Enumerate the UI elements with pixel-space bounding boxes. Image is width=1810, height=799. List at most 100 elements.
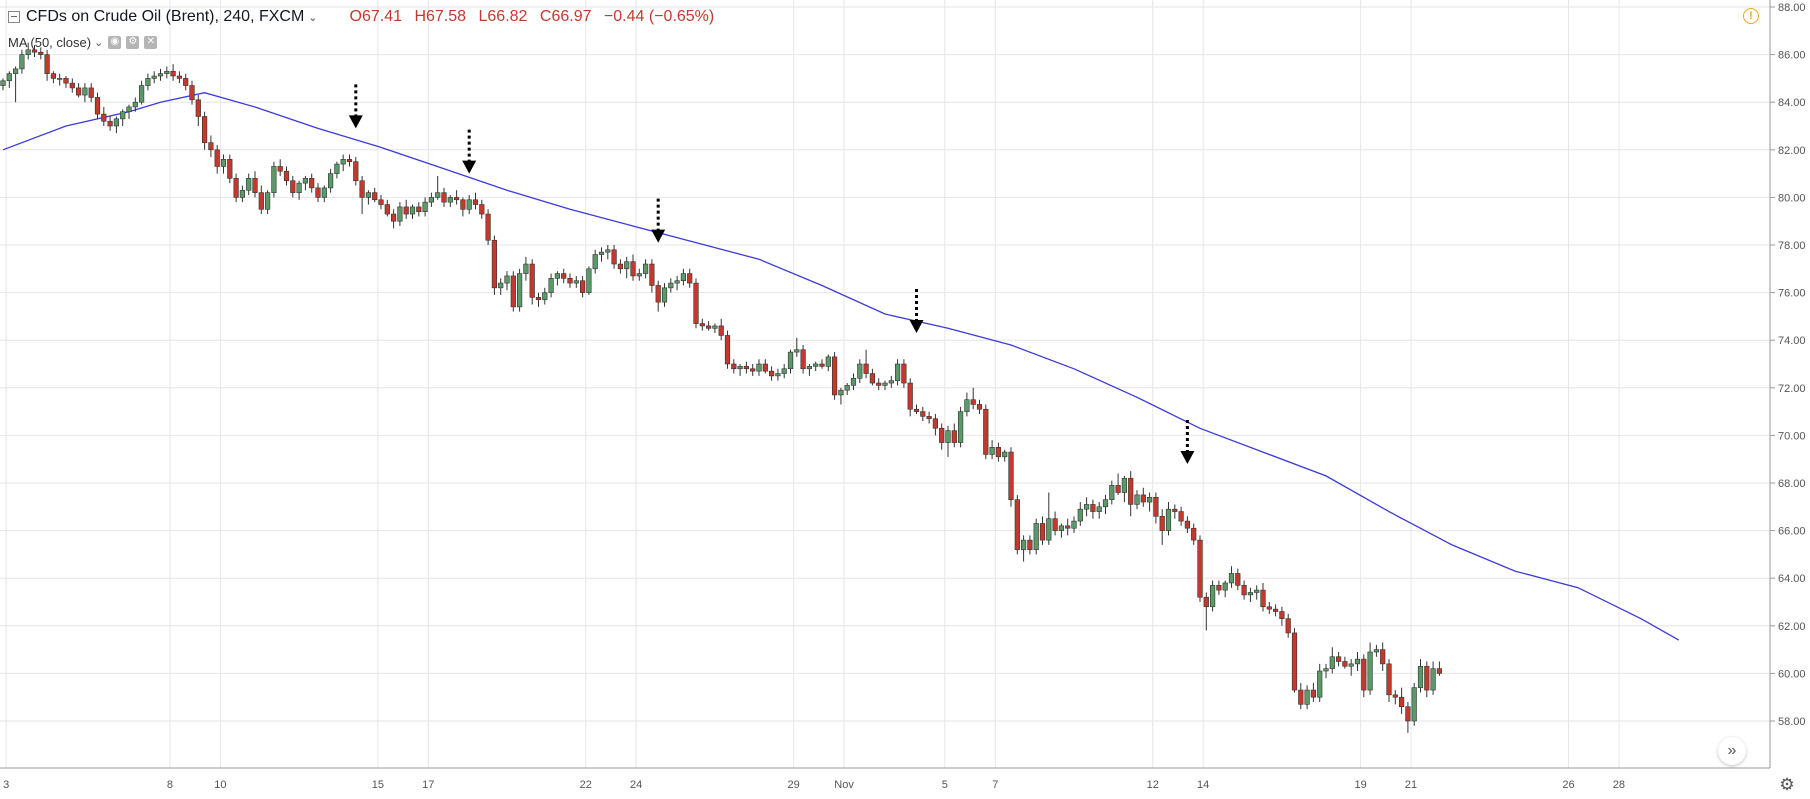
- down-candle: [290, 175, 296, 198]
- x-tick-label: 8: [167, 779, 173, 791]
- up-candle: [1323, 663, 1329, 679]
- down-candle: [233, 173, 239, 203]
- up-candle: [737, 364, 743, 376]
- candle-body: [57, 78, 63, 80]
- up-candle: [548, 273, 554, 298]
- down-candle: [655, 280, 661, 312]
- candle-body: [1380, 649, 1386, 665]
- candle-body: [1399, 696, 1405, 708]
- candle-body: [561, 273, 567, 279]
- candle-body: [346, 159, 353, 163]
- up-candle: [516, 268, 523, 312]
- up-candle: [661, 283, 668, 307]
- up-candle: [1228, 566, 1235, 588]
- down-candle: [1235, 568, 1241, 591]
- candle-body: [869, 373, 875, 384]
- candle-body: [31, 49, 38, 53]
- candle-body: [327, 173, 334, 189]
- candle-body: [945, 430, 951, 443]
- candle-body: [1348, 663, 1354, 667]
- candle-body: [592, 254, 598, 270]
- close-icon[interactable]: ✕: [144, 35, 158, 49]
- warning-icon[interactable]: !: [1743, 8, 1759, 24]
- candle-body: [617, 263, 623, 270]
- up-candle: [1077, 502, 1083, 526]
- up-candle: [1134, 490, 1140, 510]
- candle-body: [668, 282, 674, 289]
- up-candle: [964, 392, 970, 417]
- up-candle: [365, 190, 372, 205]
- x-tick-label: 15: [372, 779, 384, 791]
- candle-body: [1008, 451, 1014, 500]
- candle-body: [1102, 499, 1109, 508]
- candle-body: [510, 275, 516, 308]
- candle-body: [781, 368, 787, 374]
- candle-body: [983, 408, 989, 455]
- settings-icon[interactable]: ⚙: [126, 35, 140, 49]
- indicator-label[interactable]: MA (50, close): [8, 34, 92, 50]
- up-candle: [573, 275, 579, 288]
- candle-body: [932, 418, 938, 429]
- candle-body: [1329, 656, 1335, 669]
- candle-body: [926, 416, 932, 420]
- up-candle: [781, 364, 787, 379]
- x-tick-label: 14: [1197, 779, 1209, 791]
- candle-body: [1077, 508, 1083, 522]
- candle-body: [1405, 706, 1411, 722]
- x-tick-label: 26: [1562, 779, 1574, 791]
- y-tick-label: 84.00: [1778, 97, 1806, 109]
- moving-average-layer: [2, 92, 1680, 641]
- candle-body: [176, 75, 183, 79]
- up-candle: [145, 73, 151, 91]
- down-candle: [453, 190, 460, 205]
- candle-body: [1216, 585, 1222, 591]
- symbol-title[interactable]: CFDs on Crude Oil (Brent), 240, FXCM: [26, 8, 305, 25]
- down-candle: [378, 195, 384, 210]
- down-candle: [863, 349, 869, 379]
- candle-body: [794, 349, 800, 353]
- candle-body: [907, 382, 913, 410]
- y-tick-label: 74.00: [1778, 335, 1806, 347]
- candle-body: [1071, 520, 1077, 529]
- chevron-down-icon[interactable]: ⌄: [308, 11, 318, 24]
- down-candle: [309, 173, 315, 193]
- y-tick-label: 64.00: [1778, 573, 1806, 585]
- down-candle: [510, 271, 516, 312]
- gear-icon[interactable]: ⚙: [1779, 775, 1795, 794]
- eye-icon[interactable]: ◉: [108, 35, 122, 49]
- candle-body: [1033, 523, 1039, 550]
- up-candle: [447, 195, 453, 207]
- up-candle: [428, 192, 435, 207]
- chevron-down-icon[interactable]: ⌄: [94, 36, 104, 49]
- candle-body: [390, 213, 397, 222]
- candle-body: [1084, 504, 1090, 510]
- collapse-legend-icon[interactable]: [8, 11, 20, 23]
- candle-body: [120, 111, 126, 120]
- candle-body: [1361, 658, 1367, 691]
- up-candle: [794, 337, 800, 357]
- candle-body: [756, 363, 762, 372]
- scroll-to-realtime-button[interactable]: »: [1718, 737, 1746, 765]
- candle-body: [409, 206, 416, 215]
- up-candle: [1329, 647, 1335, 674]
- x-tick-label: Nov: [834, 779, 854, 791]
- up-candle: [57, 73, 63, 86]
- candle-body: [460, 199, 466, 210]
- up-candle: [850, 373, 857, 391]
- down-candle: [472, 192, 479, 210]
- candle-body: [838, 389, 844, 396]
- candle-body: [750, 368, 756, 372]
- candle-body: [126, 106, 132, 113]
- down-candle: [1273, 604, 1279, 617]
- up-candle: [1348, 659, 1354, 676]
- candle-body: [416, 206, 422, 212]
- down-candle: [939, 423, 945, 450]
- candle-body: [485, 213, 491, 241]
- up-candle: [120, 109, 126, 126]
- up-candle: [409, 204, 416, 219]
- up-candle: [1411, 682, 1417, 726]
- x-tick-label: 5: [942, 779, 948, 791]
- y-tick-label: 60.00: [1778, 668, 1806, 680]
- down-candle: [1380, 642, 1386, 672]
